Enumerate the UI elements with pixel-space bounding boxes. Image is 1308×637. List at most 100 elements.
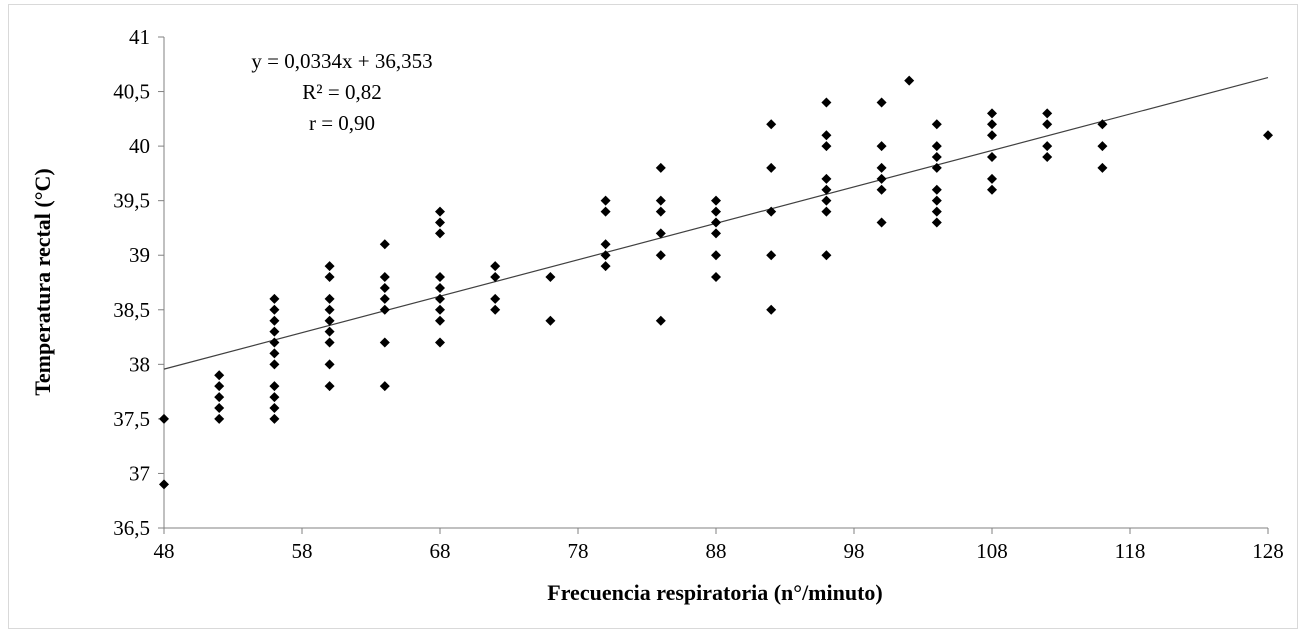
data-point (380, 239, 390, 249)
data-point (325, 272, 335, 282)
data-point (269, 294, 279, 304)
data-point (325, 327, 335, 337)
y-tick-label: 37 (129, 461, 150, 485)
data-point (490, 261, 500, 271)
data-point (435, 305, 445, 315)
data-point (435, 217, 445, 227)
data-point (269, 316, 279, 326)
x-axis-ticks: 48 58 68 78 88 98 108 118 128 (154, 528, 1284, 563)
data-point (380, 272, 390, 282)
data-point (601, 239, 611, 249)
data-point (877, 174, 887, 184)
data-point (766, 250, 776, 260)
data-point (932, 141, 942, 151)
data-point (601, 261, 611, 271)
y-tick-label: 39,5 (113, 189, 150, 213)
data-point (877, 141, 887, 151)
data-point (766, 163, 776, 173)
data-point (269, 348, 279, 358)
data-point (380, 305, 390, 315)
data-point (435, 316, 445, 326)
data-point (877, 217, 887, 227)
regression-annotation: R² = 0,82 (302, 80, 381, 104)
data-point (987, 119, 997, 129)
data-point (932, 217, 942, 227)
data-point (932, 119, 942, 129)
data-point (545, 316, 555, 326)
data-point (435, 283, 445, 293)
data-point (269, 327, 279, 337)
data-point (1097, 163, 1107, 173)
data-point (932, 185, 942, 195)
data-point (1042, 152, 1052, 162)
data-point (269, 381, 279, 391)
data-point (325, 381, 335, 391)
data-point (932, 207, 942, 217)
data-point (1263, 130, 1273, 140)
data-point (656, 316, 666, 326)
regression-annotation: r = 0,90 (309, 111, 375, 135)
data-point (987, 108, 997, 118)
data-point (877, 185, 887, 195)
data-point (656, 250, 666, 260)
data-points (159, 76, 1273, 490)
y-axis-title: Temperatura rectal (°C) (30, 168, 55, 396)
data-point (269, 414, 279, 424)
data-point (711, 196, 721, 206)
data-point (159, 414, 169, 424)
x-tick-label: 48 (154, 539, 175, 563)
data-point (325, 359, 335, 369)
data-point (821, 174, 831, 184)
data-point (490, 294, 500, 304)
x-tick-label: 88 (706, 539, 727, 563)
data-point (932, 196, 942, 206)
data-point (325, 338, 335, 348)
data-point (821, 97, 831, 107)
data-point (821, 141, 831, 151)
data-point (656, 196, 666, 206)
x-tick-label: 98 (844, 539, 865, 563)
data-point (435, 272, 445, 282)
data-point (987, 174, 997, 184)
x-tick-label: 58 (292, 539, 313, 563)
y-tick-label: 41 (129, 25, 150, 49)
data-point (711, 207, 721, 217)
data-point (904, 76, 914, 86)
data-point (821, 207, 831, 217)
data-point (435, 207, 445, 217)
x-tick-label: 68 (430, 539, 451, 563)
data-point (269, 392, 279, 402)
data-point (490, 305, 500, 315)
x-tick-label: 108 (976, 539, 1008, 563)
data-point (214, 392, 224, 402)
data-point (877, 97, 887, 107)
data-point (325, 305, 335, 315)
x-tick-label: 118 (1115, 539, 1146, 563)
data-point (325, 294, 335, 304)
data-point (766, 119, 776, 129)
data-point (932, 152, 942, 162)
regression-annotation: y = 0,0334x + 36,353 (251, 49, 432, 73)
data-point (380, 381, 390, 391)
y-axis-ticks: 36,53737,53838,53939,54040,541 (113, 25, 164, 540)
data-point (601, 196, 611, 206)
data-point (214, 370, 224, 380)
data-point (656, 207, 666, 217)
data-point (1097, 141, 1107, 151)
y-tick-label: 37,5 (113, 407, 150, 431)
data-point (1042, 108, 1052, 118)
data-point (214, 381, 224, 391)
x-tick-label: 128 (1252, 539, 1284, 563)
data-point (380, 294, 390, 304)
x-tick-label: 78 (568, 539, 589, 563)
data-point (1042, 141, 1052, 151)
data-point (711, 250, 721, 260)
data-point (711, 272, 721, 282)
data-point (269, 305, 279, 315)
data-point (766, 305, 776, 315)
data-point (821, 196, 831, 206)
data-point (656, 163, 666, 173)
data-point (269, 359, 279, 369)
y-tick-label: 38 (129, 352, 150, 376)
